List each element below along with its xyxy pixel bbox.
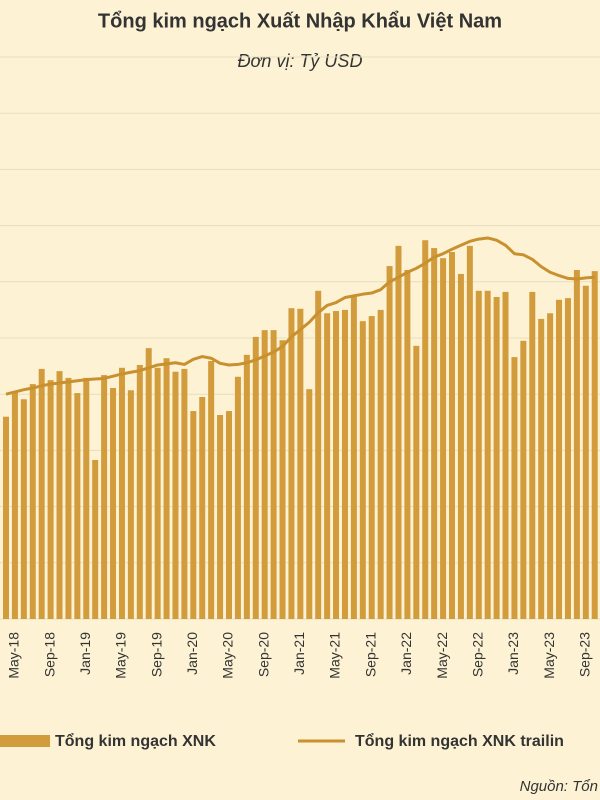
bar — [92, 459, 99, 619]
bar — [65, 377, 72, 619]
legend-swatch — [0, 735, 50, 747]
bar — [395, 245, 402, 619]
bar — [11, 391, 18, 619]
bar — [556, 299, 563, 619]
bar — [377, 309, 384, 619]
bar — [288, 308, 295, 619]
x-tick-label: Sep-23 — [577, 632, 593, 677]
bar — [413, 345, 420, 619]
bar — [573, 269, 580, 619]
bar — [110, 388, 117, 619]
bar — [3, 416, 9, 619]
bar — [475, 290, 482, 619]
bar — [74, 393, 81, 619]
bar — [279, 340, 286, 619]
bar — [234, 376, 241, 619]
bar — [591, 271, 598, 619]
bar — [226, 411, 232, 619]
bar — [20, 399, 27, 619]
x-tick-label: Sep-19 — [148, 632, 164, 677]
bar — [341, 309, 348, 619]
bar — [449, 252, 455, 619]
bar — [154, 367, 161, 619]
bar — [564, 298, 571, 619]
bar — [38, 368, 45, 619]
bar — [422, 240, 429, 619]
x-tick-label: Sep-22 — [469, 632, 485, 677]
bar — [368, 316, 375, 619]
bar — [172, 371, 179, 619]
legend-label: Tổng kim ngạch XNK — [55, 732, 216, 750]
bar — [181, 368, 188, 619]
bar — [547, 313, 554, 619]
x-tick-label: Jan-23 — [505, 632, 521, 675]
x-tick-label: May-21 — [327, 632, 343, 679]
bar — [315, 290, 322, 619]
x-tick-label: May-19 — [113, 632, 129, 679]
bar — [529, 291, 536, 619]
bar — [359, 321, 366, 619]
x-tick-label: May-23 — [541, 632, 557, 679]
bar — [47, 380, 54, 619]
source: Nguồn: Tổn — [520, 778, 598, 795]
bar — [261, 330, 268, 619]
chart-subtitle: Đơn vị: Tỷ USD — [238, 51, 363, 71]
bar — [333, 311, 340, 619]
x-tick-label: Jan-21 — [291, 632, 307, 675]
bar — [270, 330, 277, 619]
bar — [386, 266, 393, 619]
bar — [118, 367, 125, 619]
bar — [520, 340, 527, 619]
bar — [83, 377, 90, 619]
bar — [484, 290, 491, 619]
bar — [538, 318, 545, 619]
bar — [297, 308, 304, 619]
bar — [56, 371, 63, 619]
x-tick-label: May-22 — [434, 632, 450, 679]
bar — [511, 357, 518, 619]
bar — [101, 375, 108, 619]
x-tick-label: Sep-20 — [255, 632, 271, 677]
x-tick-label: May-18 — [6, 632, 22, 679]
bar — [457, 273, 464, 619]
x-tick-label: May-20 — [220, 632, 236, 679]
bar — [208, 361, 215, 619]
bar — [217, 414, 224, 619]
trailing-line — [5, 236, 595, 396]
x-tick-label: Sep-21 — [362, 632, 378, 677]
bar — [243, 354, 250, 619]
bar — [404, 269, 411, 619]
bar — [493, 296, 500, 619]
bar — [29, 384, 36, 619]
bar — [350, 296, 357, 619]
bar — [502, 291, 509, 619]
bar — [127, 390, 134, 619]
bar — [440, 258, 447, 619]
bar — [199, 397, 206, 619]
bar — [431, 248, 438, 619]
bar — [163, 358, 170, 619]
bar — [145, 348, 152, 619]
bar — [324, 313, 331, 619]
bar — [136, 364, 143, 619]
bar — [306, 389, 313, 619]
bar — [190, 411, 197, 619]
chart-title: Tổng kim ngạch Xuất Nhập Khẩu Việt Nam — [98, 10, 502, 32]
bar — [582, 285, 589, 619]
legend-label: Tổng kim ngạch XNK trailin — [355, 732, 564, 750]
bar — [466, 245, 473, 619]
x-tick-label: Sep-18 — [41, 632, 57, 677]
bar — [252, 336, 259, 619]
x-tick-label: Jan-20 — [184, 632, 200, 675]
x-tick-label: Jan-19 — [77, 632, 93, 675]
x-tick-label: Jan-22 — [398, 632, 414, 675]
